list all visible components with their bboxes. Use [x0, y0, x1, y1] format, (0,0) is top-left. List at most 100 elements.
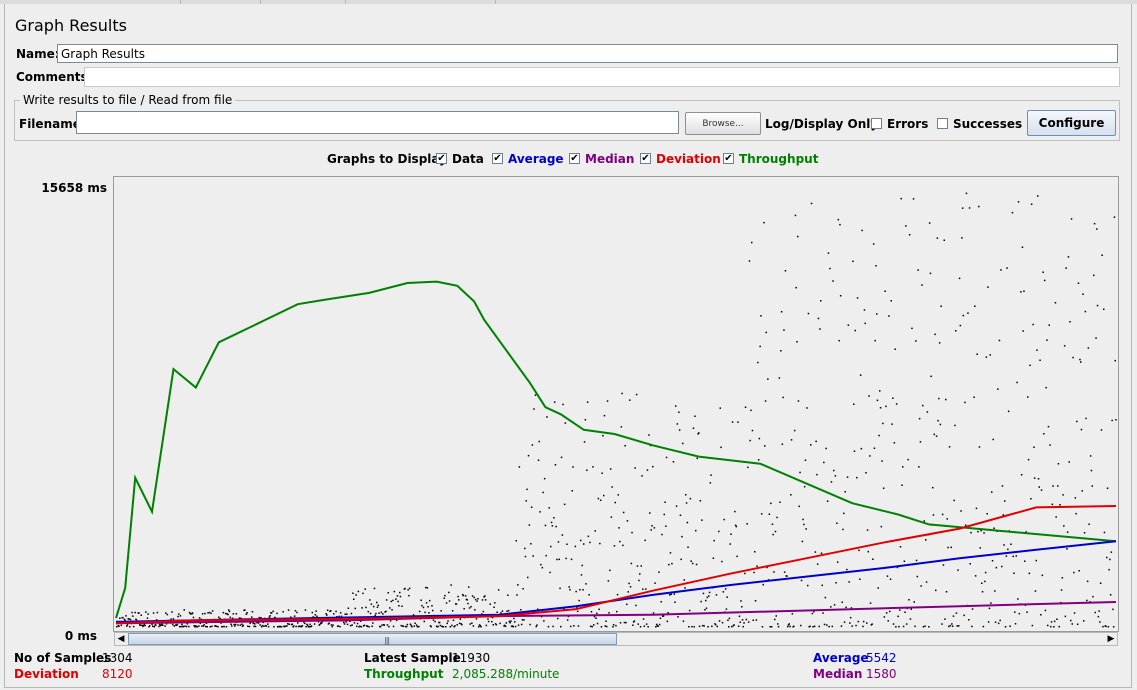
scroll-right-arrow[interactable]: ▶ [1107, 634, 1115, 644]
throughput-checkbox[interactable]: ✔ [723, 153, 734, 164]
data-point [128, 618, 130, 620]
data-point [913, 601, 915, 603]
data-point [935, 589, 937, 592]
data-point [589, 625, 592, 628]
data-point [945, 591, 948, 593]
data-point [459, 618, 462, 620]
data-point [995, 566, 998, 569]
data-point [1068, 461, 1070, 463]
successes-checkbox[interactable] [937, 118, 948, 129]
errors-checkbox[interactable] [871, 118, 882, 129]
data-point [395, 619, 398, 622]
data-point [1002, 514, 1004, 516]
data-point [652, 465, 654, 468]
data-point [1020, 474, 1023, 476]
average-value: 5542 [866, 651, 897, 665]
scroll-left-arrow[interactable]: ◀ [117, 634, 125, 644]
data-point [667, 612, 669, 614]
filename-field[interactable] [76, 111, 679, 134]
deviation-checkbox[interactable]: ✔ [640, 153, 651, 164]
data-point [580, 539, 582, 542]
data-point [346, 623, 349, 626]
data-point [957, 569, 959, 571]
data-point [923, 520, 925, 522]
data-point [889, 610, 891, 613]
data-point [914, 625, 916, 628]
data-point [162, 624, 164, 626]
data-point [592, 466, 594, 468]
data-point [530, 543, 532, 545]
data-point [399, 591, 401, 594]
data-point [442, 626, 445, 628]
data-point [574, 545, 577, 548]
data-point [682, 620, 685, 622]
data-point [926, 411, 929, 413]
tab-divider [495, 0, 496, 4]
data-point [678, 429, 681, 431]
data-point [504, 624, 506, 627]
data-point [1050, 625, 1052, 628]
data-point [903, 560, 906, 562]
data-point [124, 619, 126, 622]
data-point [545, 554, 547, 557]
data-point [414, 622, 416, 624]
data-point [470, 605, 472, 608]
data-point [659, 617, 662, 619]
comments-field[interactable] [84, 67, 1120, 87]
data-point [841, 601, 843, 603]
data-point [973, 396, 975, 398]
data-point [294, 610, 297, 612]
data-point [641, 475, 643, 477]
data-point [1055, 516, 1057, 518]
average-checkbox[interactable]: ✔ [492, 153, 503, 164]
name-field[interactable] [57, 44, 1118, 63]
configure-button[interactable]: Configure [1027, 110, 1116, 136]
data-point [849, 622, 851, 624]
data-point [441, 625, 444, 628]
data-point [385, 599, 388, 601]
data-point [955, 612, 958, 614]
data-point [767, 378, 769, 380]
data-point [487, 618, 489, 620]
data-point [300, 625, 302, 628]
scrollbar-thumb[interactable]: ||| [128, 633, 617, 645]
data-point [557, 617, 559, 620]
data-point [555, 525, 557, 528]
data-point [537, 459, 540, 461]
data-point [228, 609, 230, 611]
data-point [328, 622, 330, 624]
data-point [718, 530, 720, 533]
data-point [798, 505, 800, 508]
data-point [270, 612, 273, 614]
data-point [665, 456, 668, 459]
data-point [848, 581, 850, 583]
data-point [310, 625, 313, 627]
data-point [392, 599, 394, 602]
throughput-value: 2,085.288/minute [452, 667, 560, 681]
data-point [691, 625, 693, 628]
data-point [595, 617, 597, 619]
data-point [211, 625, 213, 628]
graph-horizontal-scrollbar[interactable]: ◀ ||| ▶ [114, 632, 1118, 646]
data-point [1076, 420, 1078, 423]
data-point [754, 551, 756, 553]
data-point [1024, 560, 1026, 562]
data-point [1106, 487, 1109, 489]
data-point [435, 625, 438, 628]
data-point [400, 624, 402, 627]
data-point [1050, 621, 1053, 623]
browse-button[interactable]: Browse... [685, 112, 761, 135]
median-checkbox[interactable]: ✔ [569, 153, 580, 164]
data-point [1080, 361, 1082, 363]
data-point [566, 619, 569, 621]
data-point [826, 624, 828, 626]
data-checkbox[interactable]: ✔ [436, 153, 447, 164]
data-point [172, 623, 174, 626]
data-point [386, 624, 389, 626]
data-point [738, 615, 741, 617]
data-point [583, 543, 585, 545]
data-point [521, 619, 524, 621]
data-point [379, 625, 381, 628]
data-point [810, 202, 813, 205]
data-point [458, 622, 461, 625]
